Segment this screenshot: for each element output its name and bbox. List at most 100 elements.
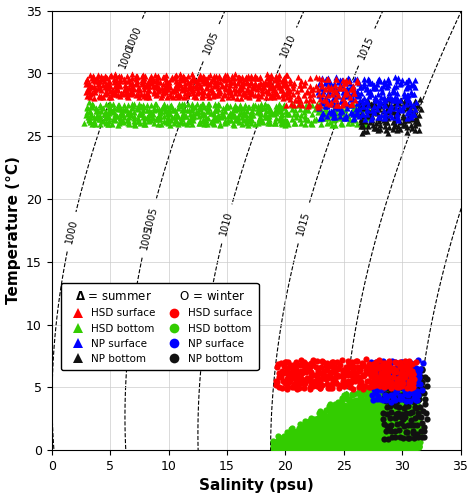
Point <box>278 446 285 454</box>
Point <box>321 444 329 452</box>
Point <box>358 417 365 425</box>
Point <box>327 432 335 440</box>
Point <box>248 119 255 127</box>
Point <box>325 424 333 432</box>
Point <box>391 424 399 432</box>
Point <box>381 122 388 130</box>
Point <box>267 74 274 82</box>
Point <box>335 114 343 122</box>
Point <box>319 431 327 439</box>
Point <box>389 424 396 432</box>
Point <box>388 437 395 445</box>
Point <box>331 429 338 437</box>
Point <box>300 108 308 116</box>
Point <box>105 113 113 121</box>
Point <box>352 424 359 432</box>
Point <box>424 375 431 383</box>
Point <box>353 409 360 417</box>
Point <box>409 440 417 448</box>
Point <box>399 436 407 444</box>
Point <box>367 434 374 442</box>
Point <box>403 423 410 431</box>
Point <box>276 443 284 451</box>
Point <box>386 382 393 390</box>
Point <box>343 442 351 450</box>
Point <box>404 76 411 84</box>
Point <box>364 391 371 399</box>
Point <box>310 425 318 433</box>
Point <box>381 397 389 405</box>
Point <box>265 80 273 88</box>
Point <box>365 446 373 454</box>
Point <box>319 430 327 438</box>
Point <box>344 434 351 442</box>
Point <box>326 118 334 126</box>
Point <box>343 445 351 453</box>
Point <box>329 107 337 115</box>
Point <box>316 440 323 448</box>
Point <box>333 412 341 420</box>
Point <box>393 423 401 431</box>
Point <box>414 439 421 447</box>
Point <box>300 424 308 432</box>
Point <box>297 435 305 443</box>
Point <box>349 420 356 428</box>
Point <box>110 78 118 86</box>
Point <box>297 77 305 85</box>
Point <box>379 415 387 423</box>
Point <box>111 110 119 118</box>
Point <box>410 434 418 442</box>
Point <box>331 434 338 442</box>
Text: 1015: 1015 <box>357 34 376 60</box>
Point <box>350 438 357 446</box>
Point <box>340 382 348 390</box>
Point <box>384 407 392 415</box>
Point <box>324 416 332 424</box>
Point <box>258 86 265 94</box>
Point <box>346 429 354 437</box>
Point <box>362 418 369 426</box>
Point <box>357 444 365 452</box>
Point <box>414 413 422 421</box>
Point <box>365 424 373 432</box>
Point <box>323 436 330 444</box>
Point <box>346 445 354 453</box>
Point <box>307 119 314 127</box>
Point <box>312 433 319 441</box>
Point <box>368 394 375 402</box>
Point <box>415 443 422 451</box>
Point <box>406 416 414 424</box>
Point <box>405 392 413 400</box>
Point <box>381 359 388 367</box>
Point <box>218 81 225 89</box>
Point <box>374 101 382 109</box>
Point <box>396 427 403 435</box>
Point <box>415 369 422 377</box>
Point <box>312 436 319 444</box>
Point <box>351 430 359 438</box>
Point <box>379 392 387 400</box>
Point <box>412 390 419 398</box>
Point <box>402 426 410 434</box>
Point <box>380 443 387 451</box>
Point <box>364 75 372 83</box>
Point <box>287 433 295 441</box>
Point <box>220 112 228 120</box>
Point <box>349 440 357 448</box>
Point <box>376 75 383 83</box>
Point <box>407 401 415 409</box>
Point <box>387 386 395 394</box>
Point <box>238 73 246 81</box>
Point <box>321 102 328 110</box>
Point <box>357 425 365 433</box>
Point <box>276 441 283 449</box>
Point <box>395 401 403 409</box>
Point <box>184 100 191 108</box>
Point <box>393 383 401 391</box>
Point <box>305 444 312 452</box>
Point <box>410 413 418 421</box>
Point <box>236 74 244 82</box>
Point <box>412 390 420 398</box>
Point <box>315 429 323 437</box>
Point <box>394 424 402 432</box>
